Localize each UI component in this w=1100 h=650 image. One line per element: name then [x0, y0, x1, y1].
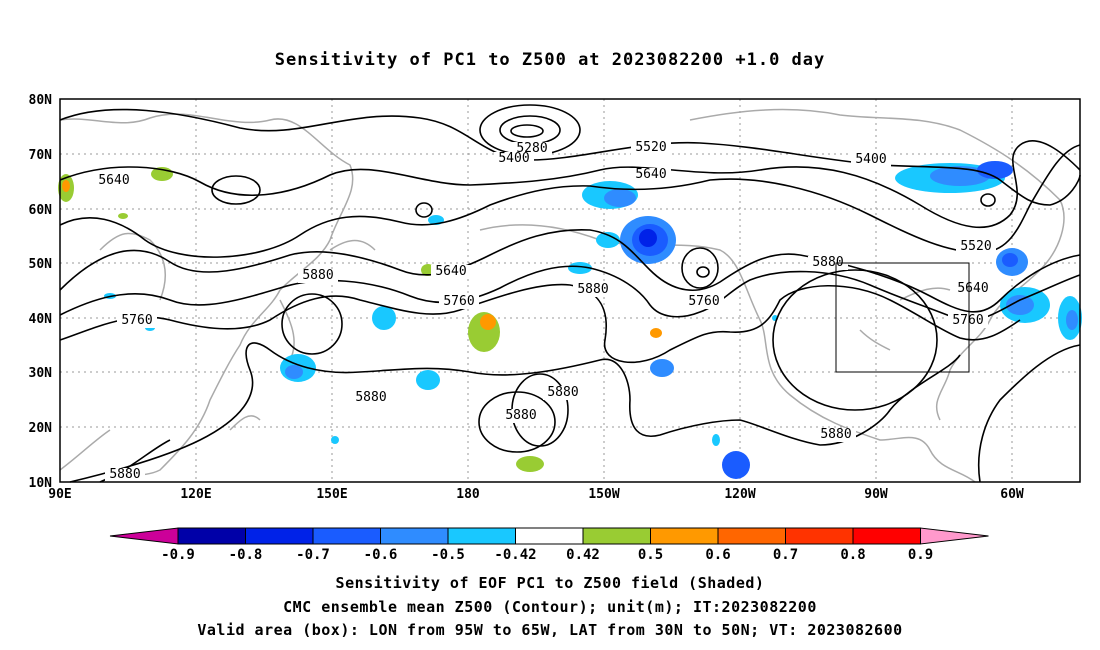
contour-label: 5880 — [543, 385, 583, 400]
contour-value-label: 5880 — [577, 282, 608, 297]
colorbar-segment — [312, 527, 381, 545]
contour-label: 5640 — [631, 167, 671, 182]
colorbar: -0.9 -0.8 -0.7 -0.6 -0.5 -0.42 0.42 0.5 0.6 0.7 0.… — [109, 527, 989, 563]
lon-tick-label: 60W — [1000, 487, 1024, 502]
footer-line-shading: Sensitivity of EOF PC1 to Z500 field (Sh… — [335, 574, 765, 592]
contour-value-label: 5880 — [505, 408, 536, 423]
colorbar-tick-label: 0.5 — [638, 547, 663, 563]
lat-tick-label: 10N — [29, 476, 53, 491]
contour-label: 5400 — [851, 152, 891, 167]
lat-tick-label: 40N — [29, 312, 53, 327]
colorbar-segment — [447, 527, 516, 545]
contour-label: 5880 — [816, 427, 856, 442]
colorbar-tick-label: -0.6 — [364, 547, 398, 563]
contour-value-label: 5880 — [109, 467, 140, 482]
lon-tick-label: 90W — [864, 487, 888, 502]
colorbar-segment — [852, 527, 921, 545]
contour-value-label: 5520 — [635, 140, 666, 155]
lon-tick-label: 90E — [48, 487, 71, 502]
contour-value-label: 5760 — [443, 294, 474, 309]
colorbar-segment — [582, 527, 651, 545]
coastlines — [59, 108, 1065, 483]
lat-tick-label: 20N — [29, 421, 53, 436]
contour-value-label: 5760 — [121, 313, 152, 328]
contour-label: 5760 — [439, 294, 479, 309]
contour-label: 5880 — [105, 467, 145, 482]
colorbar-tick-label: 0.8 — [840, 547, 865, 563]
contour-label: 5880 — [298, 268, 338, 283]
colorbar-tick-label: 0.6 — [705, 547, 730, 563]
contour-value-label: 5400 — [498, 151, 529, 166]
contour-label: 5880 — [351, 390, 391, 405]
colorbar-tick-label: -0.42 — [494, 547, 536, 563]
z500-contours — [59, 104, 1081, 483]
contour-value-label: 5640 — [98, 173, 129, 188]
lon-tick-label: 150E — [316, 487, 347, 502]
colorbar-tick-label: -0.9 — [161, 547, 195, 563]
contour-value-label: 5880 — [302, 268, 333, 283]
footer-line-valid-area: Valid area (box): LON from 95W to 65W, L… — [197, 621, 903, 639]
contour-label: 5640 — [94, 173, 134, 188]
contour-label: 5880 — [501, 408, 541, 423]
contour-label: 5760 — [684, 294, 724, 309]
lon-tick-label: 150W — [588, 487, 619, 502]
contour-value-label: 5640 — [435, 264, 466, 279]
colorbar-tick-label: -0.7 — [296, 547, 330, 563]
lat-tick-label: 70N — [29, 148, 53, 163]
contour-value-label: 5400 — [855, 152, 886, 167]
colorbar-segment — [177, 527, 246, 545]
colorbar-tick-label: -0.8 — [229, 547, 263, 563]
lon-tick-label: 120E — [180, 487, 211, 502]
colorbar-over-arrow — [920, 527, 989, 545]
contour-value-label: 5880 — [820, 427, 851, 442]
colorbar-segment — [515, 527, 584, 545]
colorbar-segment — [717, 527, 786, 545]
colorbar-tick-label: -0.5 — [431, 547, 465, 563]
contour-value-label: 5880 — [355, 390, 386, 405]
contour-value-label: 5760 — [688, 294, 719, 309]
valid-area-box — [835, 262, 970, 373]
map-frame — [59, 98, 1081, 483]
longitude-tick-labels: 90E 120E 150E 180 150W 120W 90W 60W — [48, 487, 1024, 502]
latitude-tick-labels: 80N 70N 60N 50N 40N 30N 20N 10N — [29, 93, 53, 491]
lon-tick-label: 120W — [724, 487, 755, 502]
gridlines — [60, 99, 1080, 482]
colorbar-tick-label: 0.42 — [566, 547, 600, 563]
contour-label: 5880 — [573, 282, 613, 297]
colorbar-segment — [650, 527, 719, 545]
lat-tick-label: 60N — [29, 203, 53, 218]
footer-line-contour: CMC ensemble mean Z500 (Contour); unit(m… — [283, 598, 817, 616]
contour-label: 5760 — [948, 313, 988, 328]
contour-label: 5400 — [494, 151, 534, 166]
contour-label: 5640 — [431, 264, 471, 279]
contour-value-label: 5520 — [960, 239, 991, 254]
contour-value-label: 5880 — [547, 385, 578, 400]
map-title: Sensitivity of PC1 to Z500 at 2023082200… — [274, 50, 826, 70]
contour-value-label: 5640 — [635, 167, 666, 182]
colorbar-segment — [380, 527, 449, 545]
lat-tick-label: 50N — [29, 257, 53, 272]
contour-value-label: 5760 — [952, 313, 983, 328]
contour-label: 5760 — [117, 313, 157, 328]
colorbar-under-arrow — [109, 527, 179, 545]
contour-value-label: 5640 — [957, 281, 988, 296]
lon-tick-label: 180 — [456, 487, 480, 502]
colorbar-tick-label: 0.9 — [908, 547, 933, 563]
colorbar-segment — [245, 527, 314, 545]
colorbar-segment — [785, 527, 854, 545]
lat-tick-label: 30N — [29, 366, 53, 381]
contour-label: 5520 — [956, 239, 996, 254]
contour-label: 5520 — [631, 140, 671, 155]
lat-tick-label: 80N — [29, 93, 53, 108]
contour-label: 5640 — [953, 281, 993, 296]
colorbar-tick-label: 0.7 — [773, 547, 798, 563]
